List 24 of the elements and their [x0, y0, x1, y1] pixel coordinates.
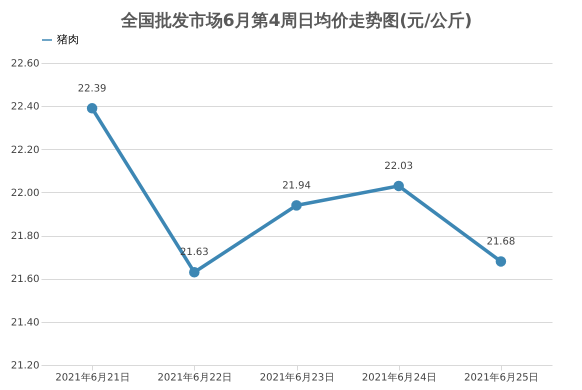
- y-tick-label: 22.20: [10, 144, 40, 156]
- data-label: 21.68: [486, 236, 516, 248]
- point: [86, 103, 98, 114]
- data-label: 21.94: [282, 180, 311, 192]
- y-tick-label: 21.60: [10, 274, 40, 286]
- y-tick-label: 21.20: [10, 360, 40, 372]
- legend-label: 猪肉: [57, 33, 79, 46]
- data-label: 22.03: [384, 160, 414, 172]
- point: [291, 200, 302, 211]
- point: [189, 267, 200, 278]
- y-tick-label: 22.40: [10, 102, 40, 113]
- point: [393, 180, 404, 192]
- x-tick-label: 2021年6月22日: [158, 372, 232, 384]
- point: [496, 256, 506, 267]
- y-tick-label: 22.60: [10, 58, 40, 70]
- y-tick-label: 22.00: [10, 188, 40, 199]
- chart-title: 全国批发市场6月第4周日均价走势图(元/公斤): [120, 11, 472, 31]
- y-tick-label: 21.80: [10, 231, 40, 242]
- x-tick-label: 2021年6月24日: [362, 372, 436, 384]
- data-label: 22.39: [78, 83, 106, 94]
- x-tick-label: 2021年6月21日: [55, 372, 130, 384]
- x-tick-label: 2021年6月25日: [464, 372, 539, 384]
- y-tick-label: 21.40: [10, 317, 40, 328]
- x-tick-label: 2021年6月23日: [260, 372, 334, 384]
